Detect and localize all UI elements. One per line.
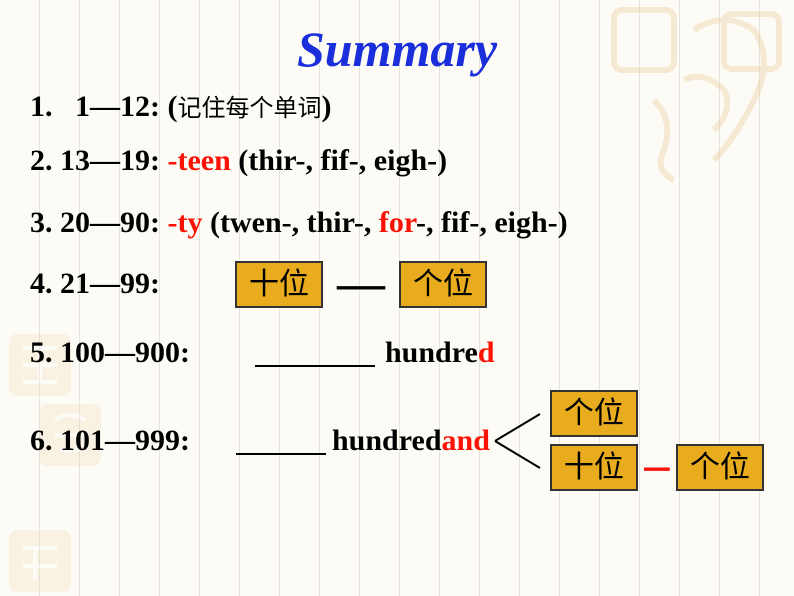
branch-units-box-bottom: 个位 <box>676 444 764 491</box>
rule-6-red: and <box>442 424 490 458</box>
rule-1: 1. 1—12: (记住每个单词) <box>30 88 764 124</box>
rule-2-prefix: 2. 13—19: <box>30 144 168 177</box>
rule-3-prefix: 3. 20—90: <box>30 206 168 239</box>
rule-5-word-black: hundre <box>385 336 478 370</box>
tens-box: 十位 <box>235 261 323 308</box>
branch-units-box-top: 个位 <box>550 390 638 437</box>
branch-lines <box>490 396 550 486</box>
rule-4-dash: — <box>337 260 385 308</box>
rule-3: 3. 20—90: -ty (twen-, thir-, for-, fif-,… <box>30 206 764 240</box>
rule-5-blank <box>255 339 375 367</box>
rule-3-mid2: -, fif-, eigh-) <box>416 206 568 239</box>
rule-3-mid1: (twen-, thir-, <box>202 206 378 239</box>
rule-3-red1: -ty <box>168 206 203 239</box>
rule-3-red2: for <box>379 206 416 239</box>
branch-dash: － <box>640 443 674 492</box>
rule-6-prefix: 6. 101—999: <box>30 424 230 458</box>
rule-1-num: 1. <box>30 90 53 123</box>
rule-2: 2. 13—19: -teen (thir-, fif-, eigh-) <box>30 144 764 178</box>
rule-6-blank <box>236 427 326 455</box>
branch-group: 个位 十位 － 个位 <box>490 396 764 486</box>
slide-title: Summary <box>30 20 764 78</box>
rule-2-suffix: (thir-, fif-, eigh-) <box>231 144 447 177</box>
rule-5: 5. 100—900: hundred <box>30 336 764 370</box>
rule-1-range: 1—12: ( <box>75 90 177 123</box>
slide-content: Summary 1. 1—12: (记住每个单词) 2. 13—19: -tee… <box>0 0 794 506</box>
branch-boxes: 个位 十位 － 个位 <box>550 390 764 492</box>
units-box: 个位 <box>399 261 487 308</box>
branch-top-row: 个位 <box>550 390 764 437</box>
branch-bottom-row: 十位 － 个位 <box>550 443 764 492</box>
rule-4-prefix: 4. 21—99: <box>30 267 235 301</box>
rule-6: 6. 101—999: hundred and 个位 十位 － 个位 <box>30 396 764 486</box>
rule-1-close: ) <box>321 90 331 123</box>
branch-tens-box: 十位 <box>550 444 638 491</box>
decoration-seal-3 <box>5 526 75 596</box>
rule-2-highlight: -teen <box>168 144 231 177</box>
rule-6-word: hundred <box>332 424 442 458</box>
rule-4: 4. 21—99: 十位 — 个位 <box>30 260 764 308</box>
rule-5-word-red: d <box>478 336 495 370</box>
rule-1-cjk: 记住每个单词 <box>177 96 321 122</box>
rule-5-prefix: 5. 100—900: <box>30 336 245 370</box>
